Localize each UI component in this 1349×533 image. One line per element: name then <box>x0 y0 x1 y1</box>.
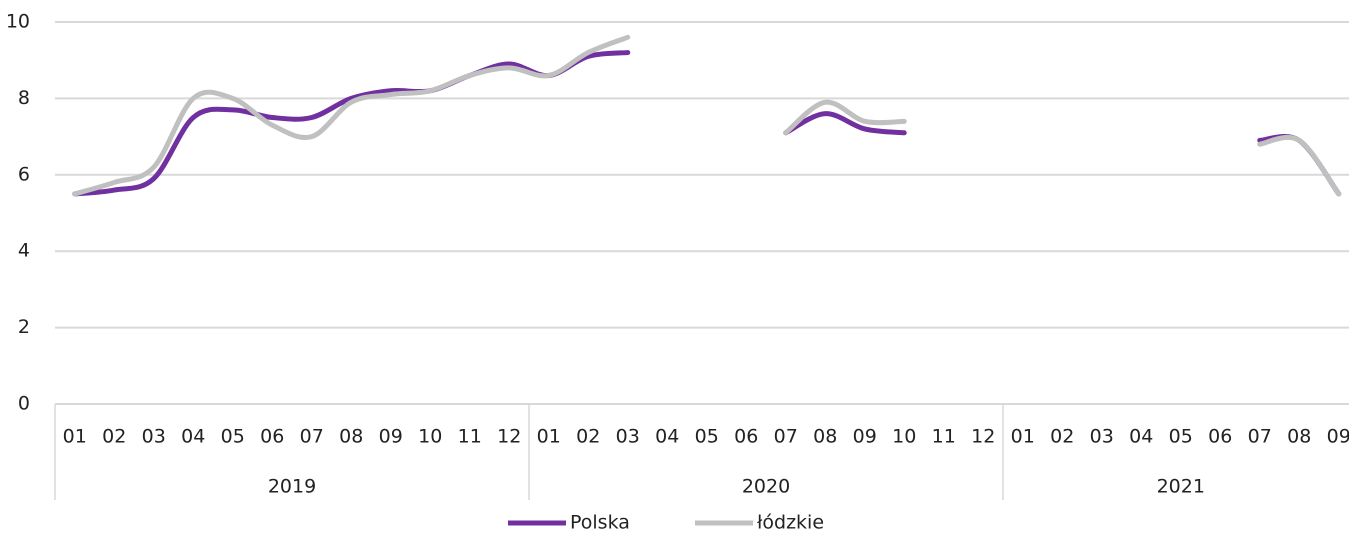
x-tick-label: 01 <box>63 426 87 448</box>
x-tick-label: 06 <box>1208 426 1232 448</box>
x-tick-label: 10 <box>418 426 442 448</box>
x-tick-label: 08 <box>813 426 837 448</box>
x-tick-label: 10 <box>892 426 916 448</box>
x-tick-label: 02 <box>1050 426 1074 448</box>
x-tick-label: 01 <box>1011 426 1035 448</box>
x-tick-label: 09 <box>379 426 403 448</box>
x-tick-label: 02 <box>102 426 126 448</box>
y-tick-label: 4 <box>18 240 30 262</box>
x-tick-label: 08 <box>339 426 363 448</box>
x-tick-label: 06 <box>734 426 758 448</box>
y-tick-label: 0 <box>18 393 30 415</box>
x-tick-label: 04 <box>1129 426 1153 448</box>
year-label: 2020 <box>742 476 790 498</box>
y-tick-label: 8 <box>18 87 30 109</box>
x-tick-label: 06 <box>260 426 284 448</box>
legend-label: Polska <box>570 512 630 533</box>
x-tick-label: 04 <box>181 426 205 448</box>
x-tick-label: 07 <box>1248 426 1272 448</box>
x-tick-label: 09 <box>853 426 877 448</box>
x-tick-label: 08 <box>1287 426 1311 448</box>
year-label: 2021 <box>1157 476 1205 498</box>
x-tick-label: 09 <box>1327 426 1349 448</box>
x-tick-label: 02 <box>576 426 600 448</box>
x-tick-label: 12 <box>971 426 995 448</box>
y-tick-label: 2 <box>18 316 30 338</box>
y-tick-label: 6 <box>18 163 30 185</box>
x-tick-label: 03 <box>142 426 166 448</box>
x-tick-label: 11 <box>458 426 482 448</box>
year-label: 2019 <box>268 476 316 498</box>
y-tick-label: 10 <box>6 11 30 33</box>
x-tick-label: 07 <box>774 426 798 448</box>
x-tick-label: 05 <box>695 426 719 448</box>
x-tick-label: 04 <box>655 426 679 448</box>
x-tick-label: 03 <box>616 426 640 448</box>
x-tick-label: 11 <box>932 426 956 448</box>
x-tick-label: 07 <box>300 426 324 448</box>
x-tick-label: 01 <box>537 426 561 448</box>
x-tick-label: 03 <box>1090 426 1114 448</box>
x-tick-label: 05 <box>1169 426 1193 448</box>
legend-label: łódzkie <box>757 512 824 533</box>
line <box>72 34 1342 197</box>
x-tick-label: 12 <box>497 426 521 448</box>
x-tick-label: 05 <box>221 426 245 448</box>
